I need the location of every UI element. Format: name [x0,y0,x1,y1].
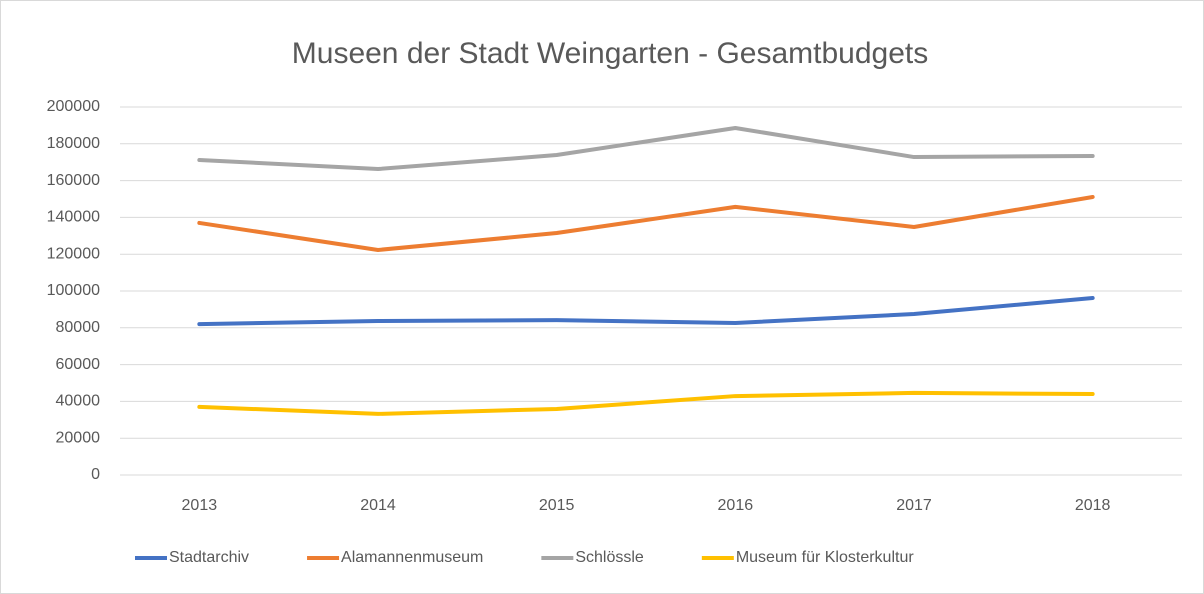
y-tick-label: 60000 [56,356,101,373]
x-tick-label: 2016 [718,497,754,514]
legend-label: Museum für Klosterkultur [736,549,915,566]
legend-label: Stadtarchiv [169,549,249,566]
chart-title: Museen der Stadt Weingarten - Gesamtbudg… [292,37,928,70]
y-tick-label: 160000 [47,172,100,189]
y-tick-label: 140000 [47,209,100,226]
y-tick-label: 40000 [56,393,101,410]
x-tick-label: 2014 [360,497,396,514]
y-tick-label: 200000 [47,98,100,115]
y-tick-label: 80000 [56,319,101,336]
y-tick-label: 180000 [47,135,100,152]
y-tick-label: 20000 [56,429,101,446]
y-tick-label: 0 [91,466,100,483]
series-line [197,390,1095,416]
legend-label: Schlössle [575,549,644,566]
y-tick-label: 100000 [47,282,100,299]
legend-label: Alamannenmuseum [341,549,483,566]
series-line [197,194,1095,252]
x-tick-label: 2017 [896,497,932,514]
y-tick-label: 120000 [47,245,100,262]
series-line [197,295,1095,327]
x-tick-label: 2013 [182,497,218,514]
series-line [197,125,1095,172]
x-tick-label: 2015 [539,497,575,514]
x-tick-label: 2018 [1075,497,1111,514]
